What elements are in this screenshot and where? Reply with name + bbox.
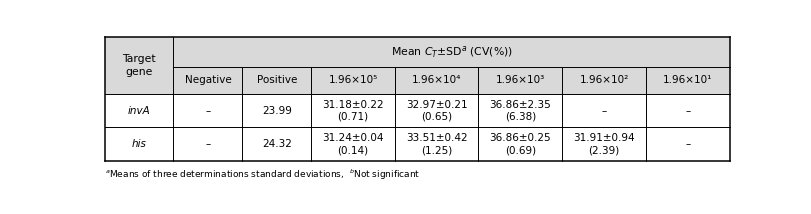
Bar bbox=[311, 67, 394, 94]
Bar bbox=[174, 94, 242, 127]
Bar bbox=[478, 127, 561, 161]
Text: 1.96×10⁴: 1.96×10⁴ bbox=[411, 76, 461, 85]
Bar bbox=[174, 37, 728, 67]
Text: Negative: Negative bbox=[184, 76, 231, 85]
Text: 33.51±0.42
(1.25): 33.51±0.42 (1.25) bbox=[406, 133, 467, 155]
Text: 24.32: 24.32 bbox=[261, 139, 291, 149]
Bar bbox=[311, 94, 394, 127]
Bar bbox=[242, 67, 311, 94]
Bar bbox=[645, 67, 728, 94]
Bar bbox=[242, 94, 311, 127]
Bar bbox=[561, 127, 645, 161]
Bar bbox=[561, 94, 645, 127]
Text: 1.96×10⁵: 1.96×10⁵ bbox=[328, 76, 377, 85]
Bar bbox=[105, 127, 174, 161]
Text: –: – bbox=[205, 106, 210, 116]
Bar bbox=[242, 127, 311, 161]
Text: 31.18±0.22
(0.71): 31.18±0.22 (0.71) bbox=[322, 100, 384, 122]
Bar bbox=[478, 94, 561, 127]
Text: 36.86±2.35
(6.38): 36.86±2.35 (6.38) bbox=[489, 100, 551, 122]
Text: 31.91±0.94
(2.39): 31.91±0.94 (2.39) bbox=[573, 133, 634, 155]
Text: Positive: Positive bbox=[256, 76, 297, 85]
Text: 1.96×10³: 1.96×10³ bbox=[495, 76, 544, 85]
Bar bbox=[311, 127, 394, 161]
Text: 32.97±0.21
(0.65): 32.97±0.21 (0.65) bbox=[406, 100, 467, 122]
Text: invA: invA bbox=[127, 106, 150, 116]
Bar bbox=[394, 67, 478, 94]
Bar bbox=[394, 94, 478, 127]
Bar bbox=[645, 127, 728, 161]
Text: –: – bbox=[205, 139, 210, 149]
Text: –: – bbox=[684, 106, 689, 116]
Bar bbox=[561, 67, 645, 94]
Bar bbox=[105, 37, 174, 94]
Text: Mean $\mathit{C}_T$±SD$^a$ (CV(%)): Mean $\mathit{C}_T$±SD$^a$ (CV(%)) bbox=[390, 44, 512, 60]
Text: 36.86±0.25
(0.69): 36.86±0.25 (0.69) bbox=[489, 133, 551, 155]
Bar bbox=[105, 94, 174, 127]
Text: Target
gene: Target gene bbox=[122, 54, 156, 77]
Text: 1.96×10¹: 1.96×10¹ bbox=[663, 76, 711, 85]
Bar bbox=[174, 67, 242, 94]
Text: –: – bbox=[684, 139, 689, 149]
Bar bbox=[174, 127, 242, 161]
Text: 31.24±0.04
(0.14): 31.24±0.04 (0.14) bbox=[322, 133, 384, 155]
Bar bbox=[394, 127, 478, 161]
Bar bbox=[478, 67, 561, 94]
Text: –: – bbox=[601, 106, 606, 116]
Text: 23.99: 23.99 bbox=[261, 106, 291, 116]
Text: $^a$Means of three determinations standard deviations,  $^b$Not significant: $^a$Means of three determinations standa… bbox=[105, 167, 419, 182]
Bar bbox=[645, 94, 728, 127]
Text: 1.96×10²: 1.96×10² bbox=[579, 76, 628, 85]
Text: his: his bbox=[131, 139, 146, 149]
